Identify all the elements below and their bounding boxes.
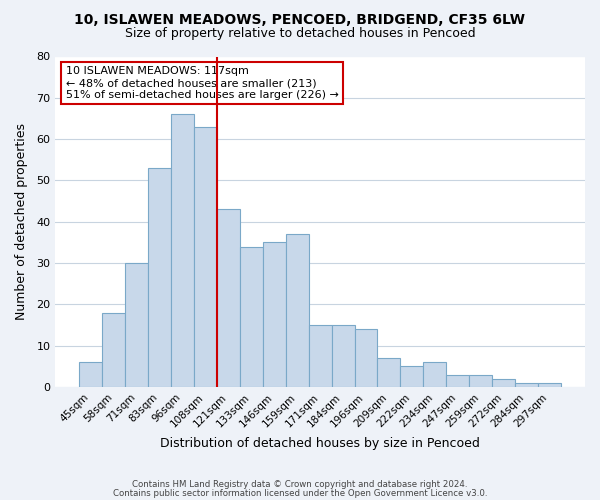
Text: Contains HM Land Registry data © Crown copyright and database right 2024.: Contains HM Land Registry data © Crown c… bbox=[132, 480, 468, 489]
Bar bbox=[194, 126, 217, 387]
Text: Size of property relative to detached houses in Pencoed: Size of property relative to detached ho… bbox=[125, 28, 475, 40]
Bar bbox=[148, 168, 171, 387]
Bar bbox=[400, 366, 424, 387]
Bar bbox=[240, 246, 263, 387]
Bar bbox=[286, 234, 308, 387]
X-axis label: Distribution of detached houses by size in Pencoed: Distribution of detached houses by size … bbox=[160, 437, 480, 450]
Bar bbox=[446, 374, 469, 387]
Bar bbox=[103, 312, 125, 387]
Bar bbox=[308, 325, 332, 387]
Bar bbox=[171, 114, 194, 387]
Bar bbox=[79, 362, 103, 387]
Bar bbox=[217, 210, 240, 387]
Bar bbox=[332, 325, 355, 387]
Bar bbox=[515, 383, 538, 387]
Bar bbox=[469, 374, 492, 387]
Text: 10, ISLAWEN MEADOWS, PENCOED, BRIDGEND, CF35 6LW: 10, ISLAWEN MEADOWS, PENCOED, BRIDGEND, … bbox=[74, 12, 526, 26]
Text: 10 ISLAWEN MEADOWS: 117sqm
← 48% of detached houses are smaller (213)
51% of sem: 10 ISLAWEN MEADOWS: 117sqm ← 48% of deta… bbox=[66, 66, 339, 100]
Bar bbox=[125, 263, 148, 387]
Bar bbox=[492, 378, 515, 387]
Bar bbox=[377, 358, 400, 387]
Text: Contains public sector information licensed under the Open Government Licence v3: Contains public sector information licen… bbox=[113, 488, 487, 498]
Bar bbox=[538, 383, 561, 387]
Y-axis label: Number of detached properties: Number of detached properties bbox=[15, 123, 28, 320]
Bar bbox=[424, 362, 446, 387]
Bar bbox=[263, 242, 286, 387]
Bar bbox=[355, 329, 377, 387]
